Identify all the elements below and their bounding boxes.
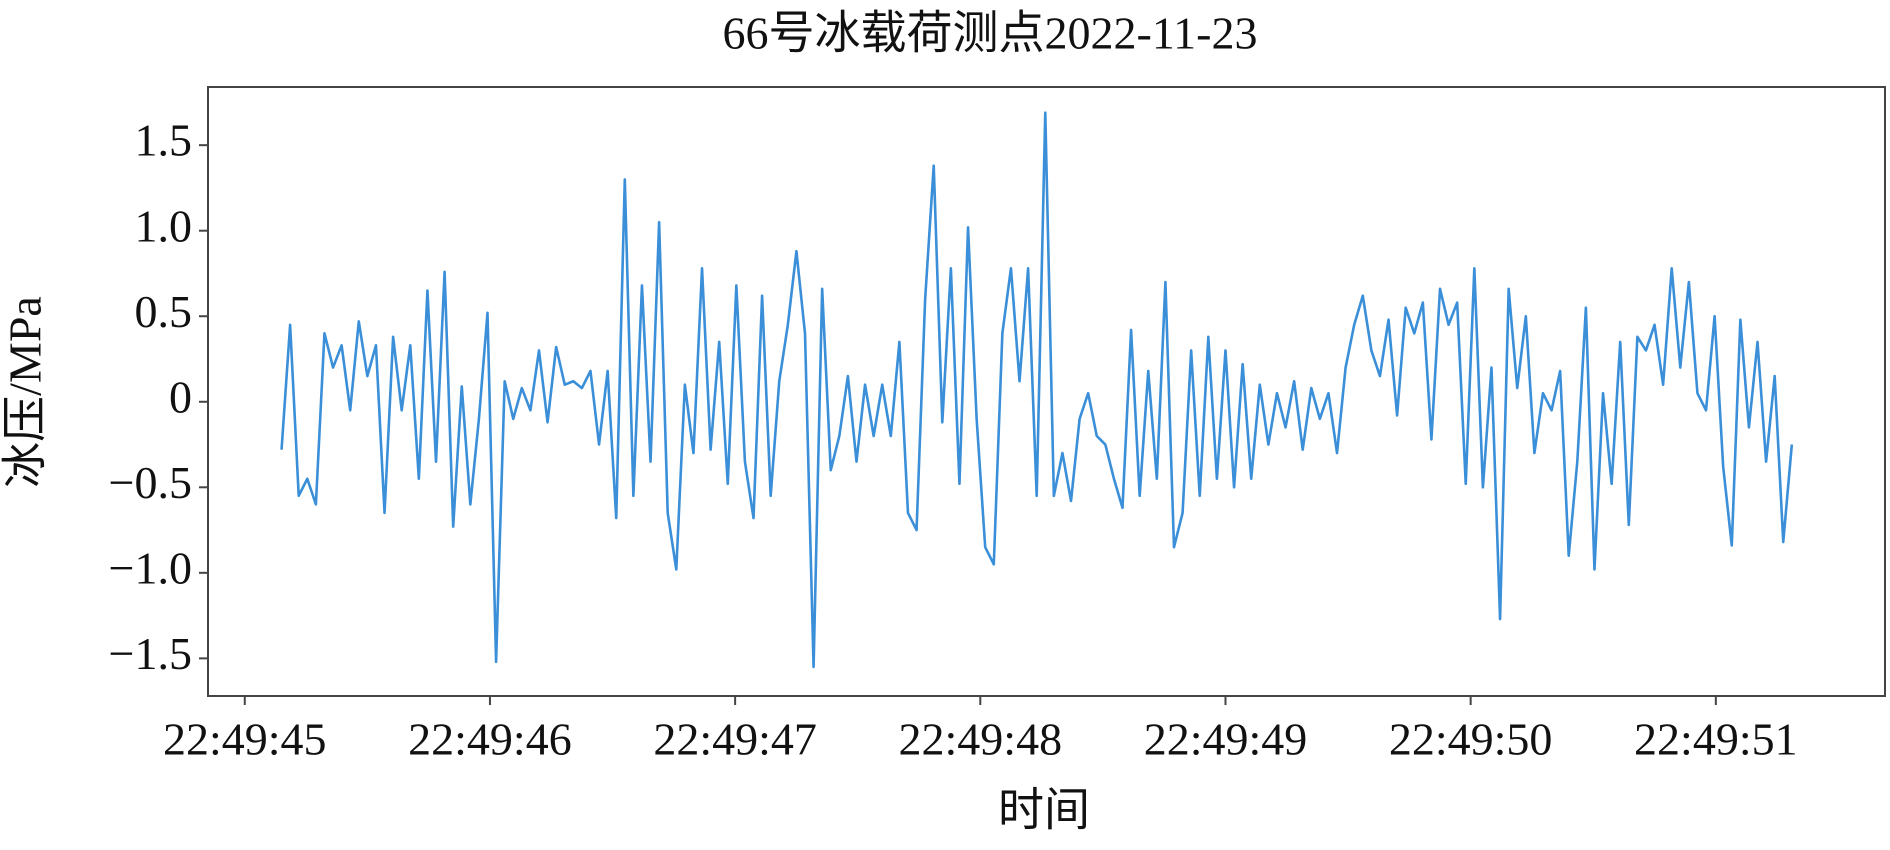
x-tick-label: 22:49:50 xyxy=(1389,714,1553,765)
y-tick-label: −0.5 xyxy=(109,457,192,508)
y-tick-label: −1.5 xyxy=(109,628,192,679)
x-tick-label: 22:49:46 xyxy=(408,714,572,765)
x-tick-label: 22:49:48 xyxy=(899,714,1063,765)
y-axis-label: 冰压/MPa xyxy=(0,296,51,488)
chart-title: 66号冰载荷测点2022-11-23 xyxy=(723,8,1258,59)
x-axis-label: 时间 xyxy=(998,785,1090,836)
x-tick-label: 22:49:49 xyxy=(1144,714,1308,765)
x-tick-label: 22:49:51 xyxy=(1634,714,1798,765)
y-tick-label: 1.0 xyxy=(135,200,193,251)
y-tick-label: 0 xyxy=(169,371,192,422)
x-tick-label: 22:49:47 xyxy=(653,714,817,765)
plot-frame xyxy=(207,86,1886,697)
x-tick-label: 22:49:45 xyxy=(163,714,327,765)
y-tick-label: −1.0 xyxy=(109,542,192,593)
y-tick-label: 0.5 xyxy=(135,286,193,337)
data-line xyxy=(280,111,1794,669)
y-tick-label: 1.5 xyxy=(135,115,193,166)
